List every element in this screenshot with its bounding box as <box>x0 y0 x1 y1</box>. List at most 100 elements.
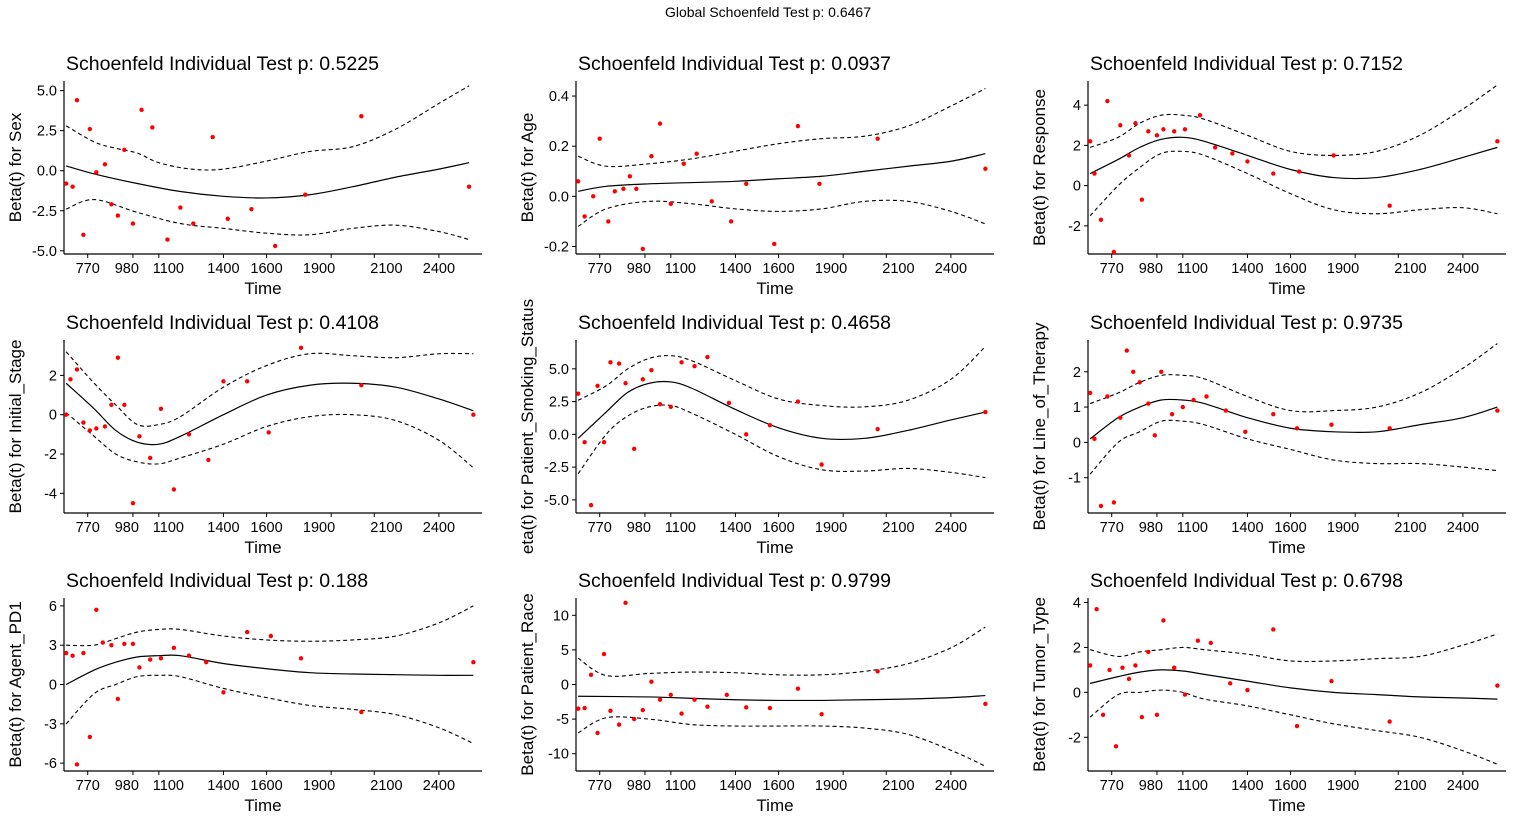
x-tick-label: 1600 <box>1274 778 1306 794</box>
residual-point <box>122 147 127 153</box>
x-tick-label: 2400 <box>423 261 455 277</box>
lower-confidence-band <box>65 674 474 744</box>
schoenfeld-panel-8: Schoenfeld Individual Test p: 0.9799 770 9… <box>512 561 1024 819</box>
residual-point <box>115 355 121 360</box>
residual-point <box>1105 98 1110 104</box>
residual-point <box>616 361 622 366</box>
x-axis-label: Time <box>244 279 281 298</box>
residual-point <box>772 241 777 247</box>
residual-point <box>588 672 594 678</box>
residual-point <box>1146 649 1151 655</box>
x-tick-label: 1900 <box>303 261 335 277</box>
residual-point <box>268 633 274 639</box>
lower-confidence-band <box>577 716 986 767</box>
x-tick-label: 2400 <box>935 261 967 277</box>
residual-point <box>640 246 645 252</box>
residual-point <box>102 424 108 429</box>
y-axis-label: Beta(t) for Initial_Stage <box>6 340 25 514</box>
residual-point <box>744 181 749 186</box>
residual-point <box>109 202 114 207</box>
residual-point <box>1171 665 1177 670</box>
residual-point <box>272 243 278 249</box>
residual-point <box>692 364 697 369</box>
x-tick-label: 2400 <box>1447 261 1479 277</box>
residual-point <box>244 379 250 384</box>
residual-point <box>623 600 628 606</box>
residual-point <box>87 734 93 740</box>
y-axis-label: Beta(t) for Line_of_Therapy <box>1030 322 1049 530</box>
residual-point <box>692 697 697 702</box>
panel-title: Schoenfeld Individual Test p: 0.188 <box>66 570 368 592</box>
residual-point <box>1197 112 1203 118</box>
residual-point <box>795 399 801 404</box>
y-tick-label: 5.0 <box>549 362 569 378</box>
residual-point <box>1094 607 1099 612</box>
x-tick-label: 770 <box>76 520 100 536</box>
x-tick-label: 1400 <box>207 261 239 277</box>
residual-point <box>1271 411 1276 417</box>
residual-point <box>1171 129 1177 134</box>
x-tick-label: 1900 <box>815 261 847 277</box>
y-axis-label: Beta(t) for Sex <box>6 112 25 222</box>
residual-point <box>1495 139 1500 144</box>
x-tick-label: 1100 <box>665 778 696 794</box>
x-tick-label: 2100 <box>370 778 402 794</box>
x-tick-label: 1600 <box>250 520 282 536</box>
residual-point <box>657 697 663 702</box>
residual-point <box>359 383 364 388</box>
residual-point <box>875 426 880 432</box>
y-tick-label: -5.0 <box>544 493 569 509</box>
x-tick-label: 1600 <box>1274 261 1306 277</box>
residual-point <box>640 707 645 713</box>
schoenfeld-panel-9: Schoenfeld Individual Test p: 0.6798 770 9… <box>1024 561 1536 819</box>
residual-point <box>63 412 69 417</box>
x-tick-label: 2100 <box>1394 261 1426 277</box>
residual-point <box>1228 681 1233 686</box>
residual-point <box>668 201 674 207</box>
beta-smooth-line <box>578 153 986 192</box>
x-tick-label: 1600 <box>250 778 282 794</box>
panel-title: Schoenfeld Individual Test p: 0.6798 <box>1090 570 1403 592</box>
x-tick-label: 1100 <box>153 520 184 536</box>
x-tick-label: 1100 <box>1177 778 1208 794</box>
upper-confidence-band <box>577 88 986 168</box>
y-tick-label: 2 <box>49 368 57 384</box>
x-tick-label: 1100 <box>665 261 696 277</box>
y-tick-label: 0 <box>49 408 57 424</box>
x-axis-label: Time <box>1268 538 1305 557</box>
x-tick-label: 1900 <box>303 520 335 536</box>
y-tick-label: -5.0 <box>32 244 57 260</box>
panel-plot-svg: Schoenfeld Individual Test p: 0.9735 770 9… <box>1030 312 1506 557</box>
x-axis-label: Time <box>756 538 793 557</box>
residual-point <box>744 432 749 437</box>
y-tick-label: -2 <box>44 447 57 463</box>
residual-point <box>983 701 988 707</box>
y-tick-label: 0 <box>1073 435 1081 451</box>
x-tick-label: 2100 <box>882 778 914 794</box>
x-tick-label: 1400 <box>719 520 751 536</box>
x-tick-label: 1600 <box>762 261 794 277</box>
residual-point <box>795 123 801 129</box>
residual-point <box>171 645 177 651</box>
upper-confidence-band <box>1089 343 1498 413</box>
residual-point <box>1161 127 1166 132</box>
x-tick-label: 770 <box>1100 520 1124 536</box>
residual-point <box>1126 153 1132 158</box>
residual-point <box>109 642 114 648</box>
residual-point <box>94 426 99 431</box>
residual-point <box>694 151 699 156</box>
residual-point <box>244 629 250 635</box>
residual-point <box>298 345 304 351</box>
beta-smooth-line <box>578 694 986 702</box>
residual-point <box>608 708 613 713</box>
lower-confidence-band <box>65 412 474 469</box>
residual-point <box>1098 503 1104 509</box>
x-tick-label: 980 <box>115 520 139 536</box>
residual-point <box>115 213 121 218</box>
residual-point <box>767 705 773 711</box>
residual-point <box>767 422 773 428</box>
residual-point <box>1139 714 1145 720</box>
x-tick-label: 2100 <box>370 261 402 277</box>
residual-point <box>1243 429 1248 434</box>
residual-point <box>150 125 155 130</box>
